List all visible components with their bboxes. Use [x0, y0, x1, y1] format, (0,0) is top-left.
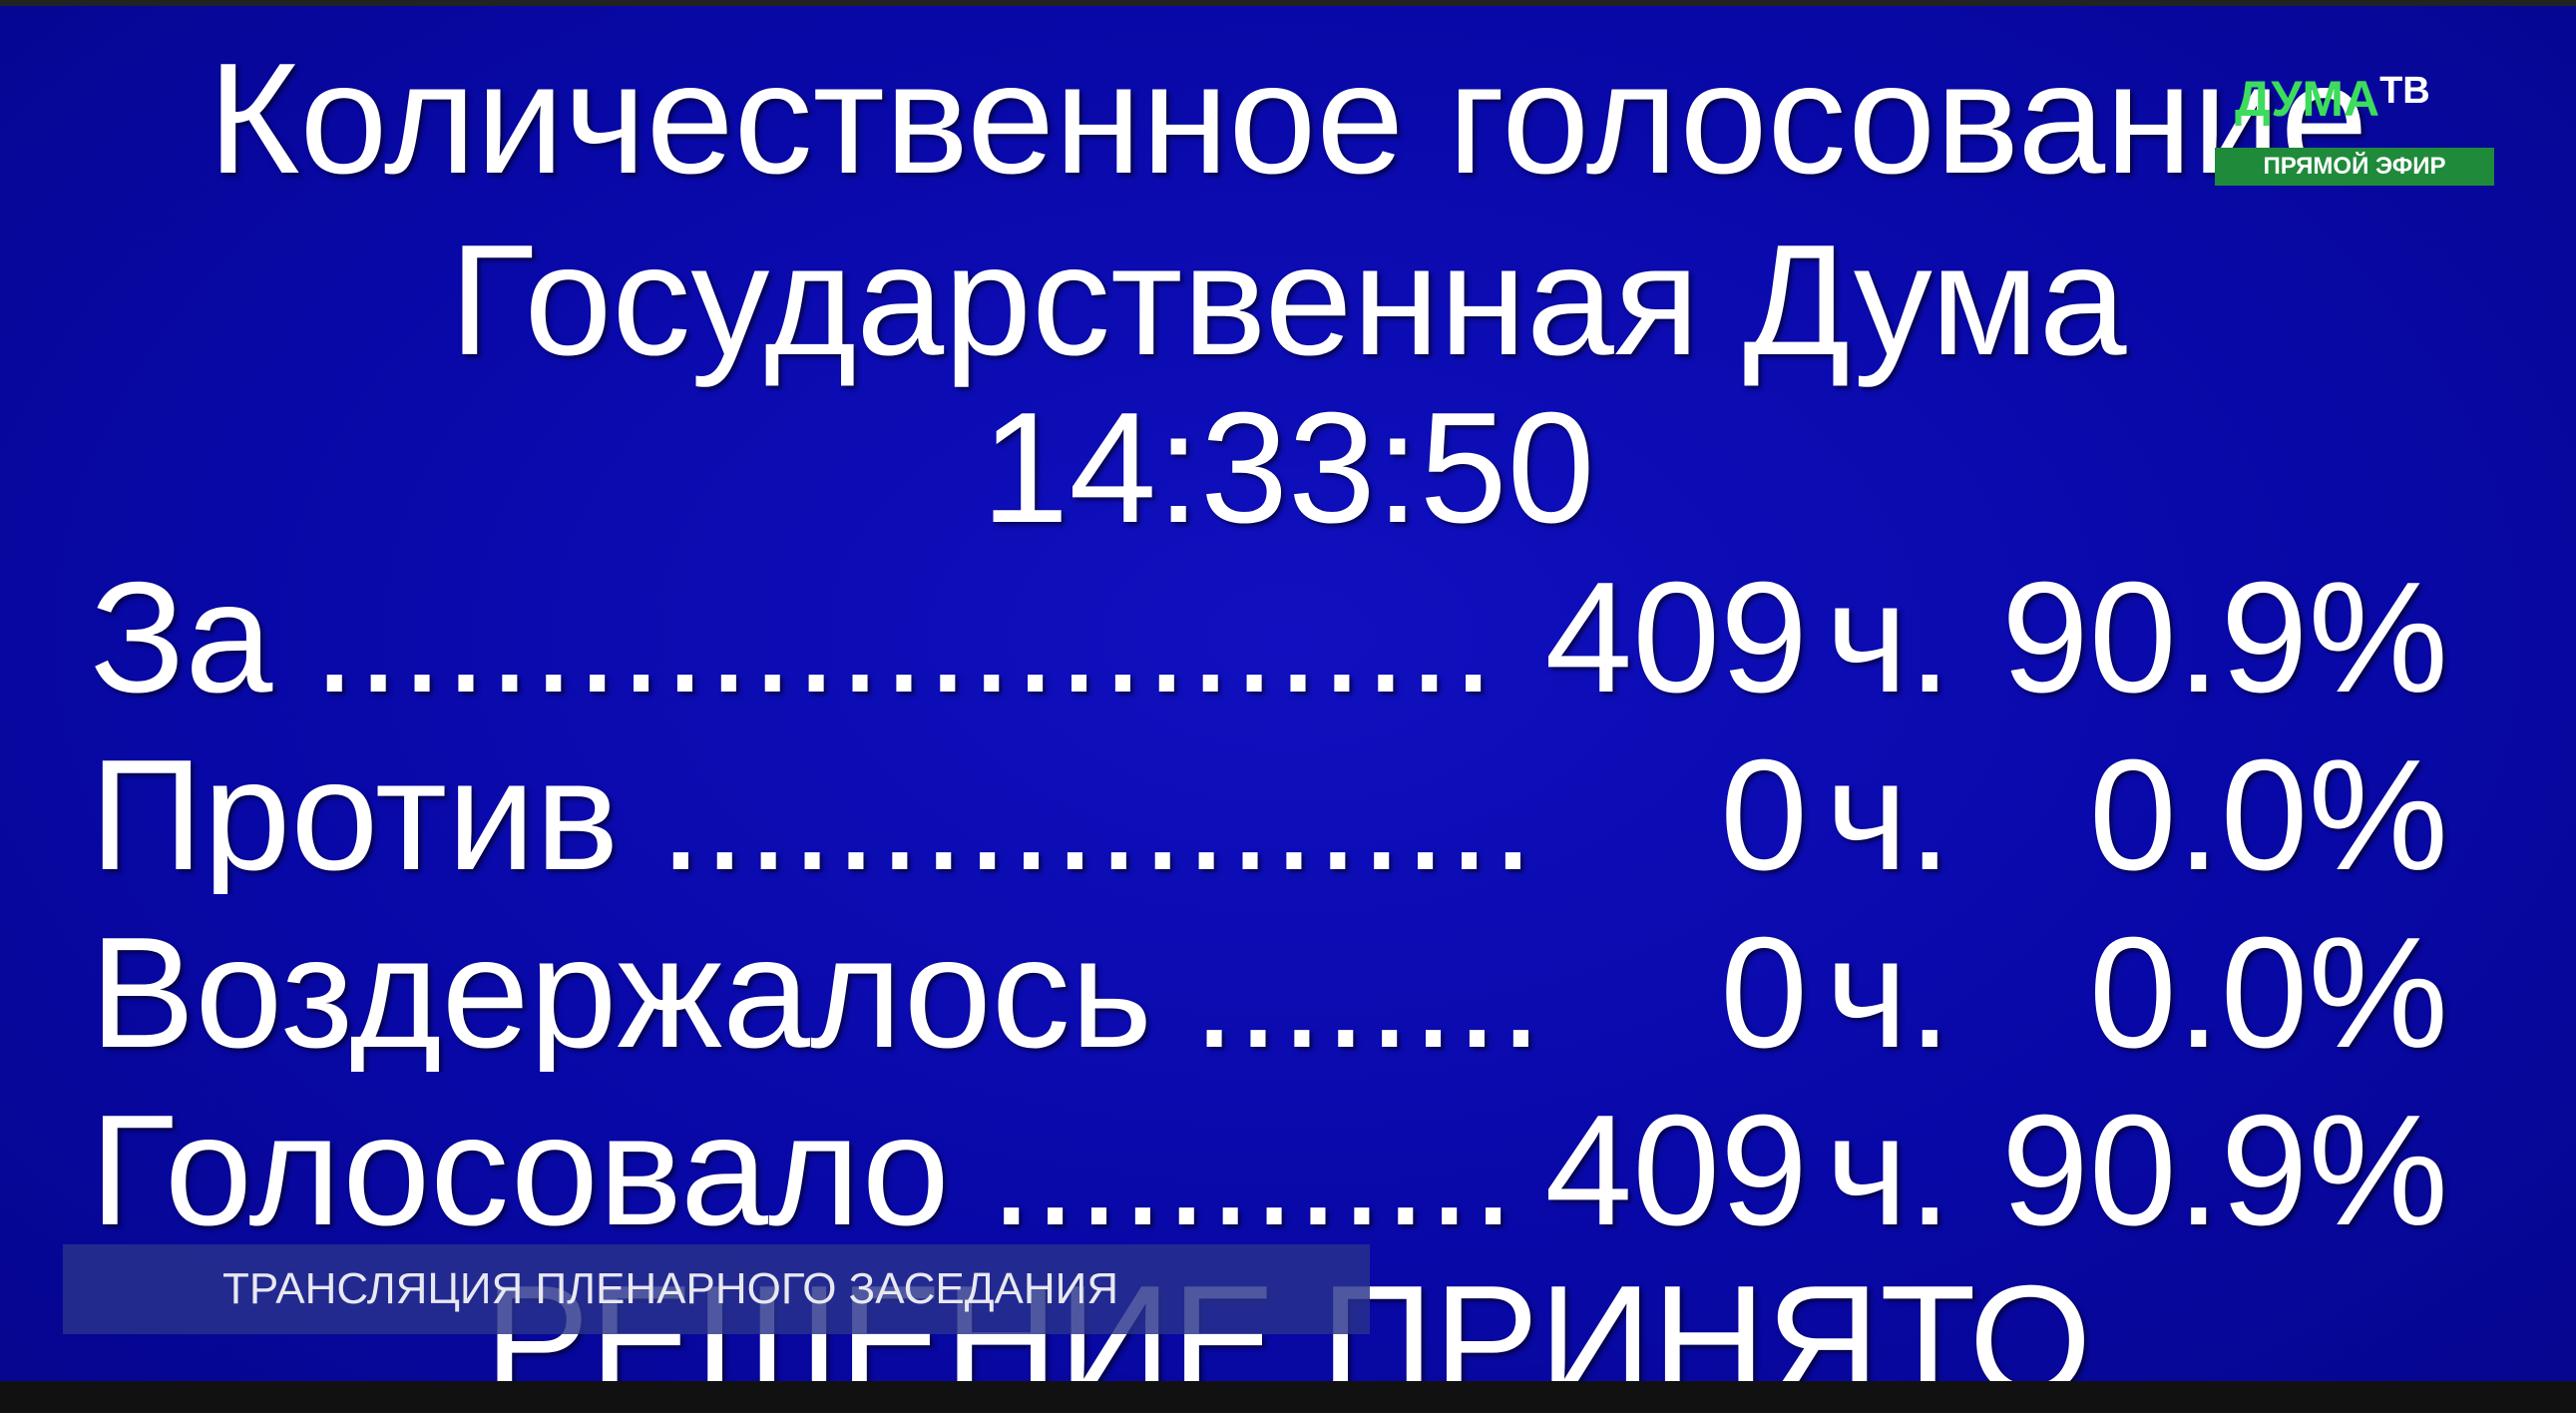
- logo-suffix: ТВ: [2379, 70, 2430, 112]
- vote-count: 0: [1720, 905, 1808, 1081]
- subtitle: Государственная Дума: [449, 213, 2127, 388]
- row-label: Голосовало: [90, 1092, 950, 1249]
- time: 14:33:50: [981, 380, 1595, 556]
- top-line: [0, 0, 2576, 6]
- dot-leader: ............: [989, 1092, 1515, 1249]
- row-label: Воздержалось: [90, 914, 1153, 1072]
- vote-percent: 0.0%: [2088, 727, 2448, 903]
- vote-unit: ч.: [1826, 905, 1952, 1081]
- vote-unit: ч.: [1826, 727, 1952, 903]
- vote-unit: ч.: [1826, 550, 1952, 725]
- bottom-bar: [0, 1381, 2576, 1413]
- row-label-area: Против.....................: [90, 736, 1538, 894]
- logo-name: ДУМА: [2235, 71, 2380, 127]
- row-label-area: Воздержалось.........: [90, 914, 1538, 1072]
- row-label-area: Голосовало............: [90, 1092, 1538, 1249]
- title: Количественное голосование: [208, 31, 2368, 207]
- vote-percent: 0.0%: [2088, 905, 2448, 1081]
- live-badge: ПРЯМОЙ ЭФИР: [2215, 148, 2494, 186]
- vote-percent: 90.9%: [2000, 1083, 2448, 1258]
- vote-count: 409: [1544, 1083, 1808, 1258]
- dot-leader: .........: [1192, 914, 1538, 1072]
- logo: ДУМАТВ: [2235, 70, 2430, 128]
- dot-leader: ...........................: [312, 559, 1496, 716]
- row-label: За: [90, 559, 273, 716]
- vote-unit: ч.: [1826, 1083, 1952, 1258]
- dot-leader: .....................: [658, 736, 1538, 894]
- broadcast-banner: ТРАНСЛЯЦИЯ ПЛЕНАРНОГО ЗАСЕДАНИЯ: [63, 1244, 1370, 1334]
- row-label: Против: [90, 736, 620, 894]
- vote-count: 0: [1720, 727, 1808, 903]
- row-label-area: За...........................: [90, 559, 1538, 716]
- vote-percent: 90.9%: [2000, 550, 2448, 725]
- vote-count: 409: [1544, 550, 1808, 725]
